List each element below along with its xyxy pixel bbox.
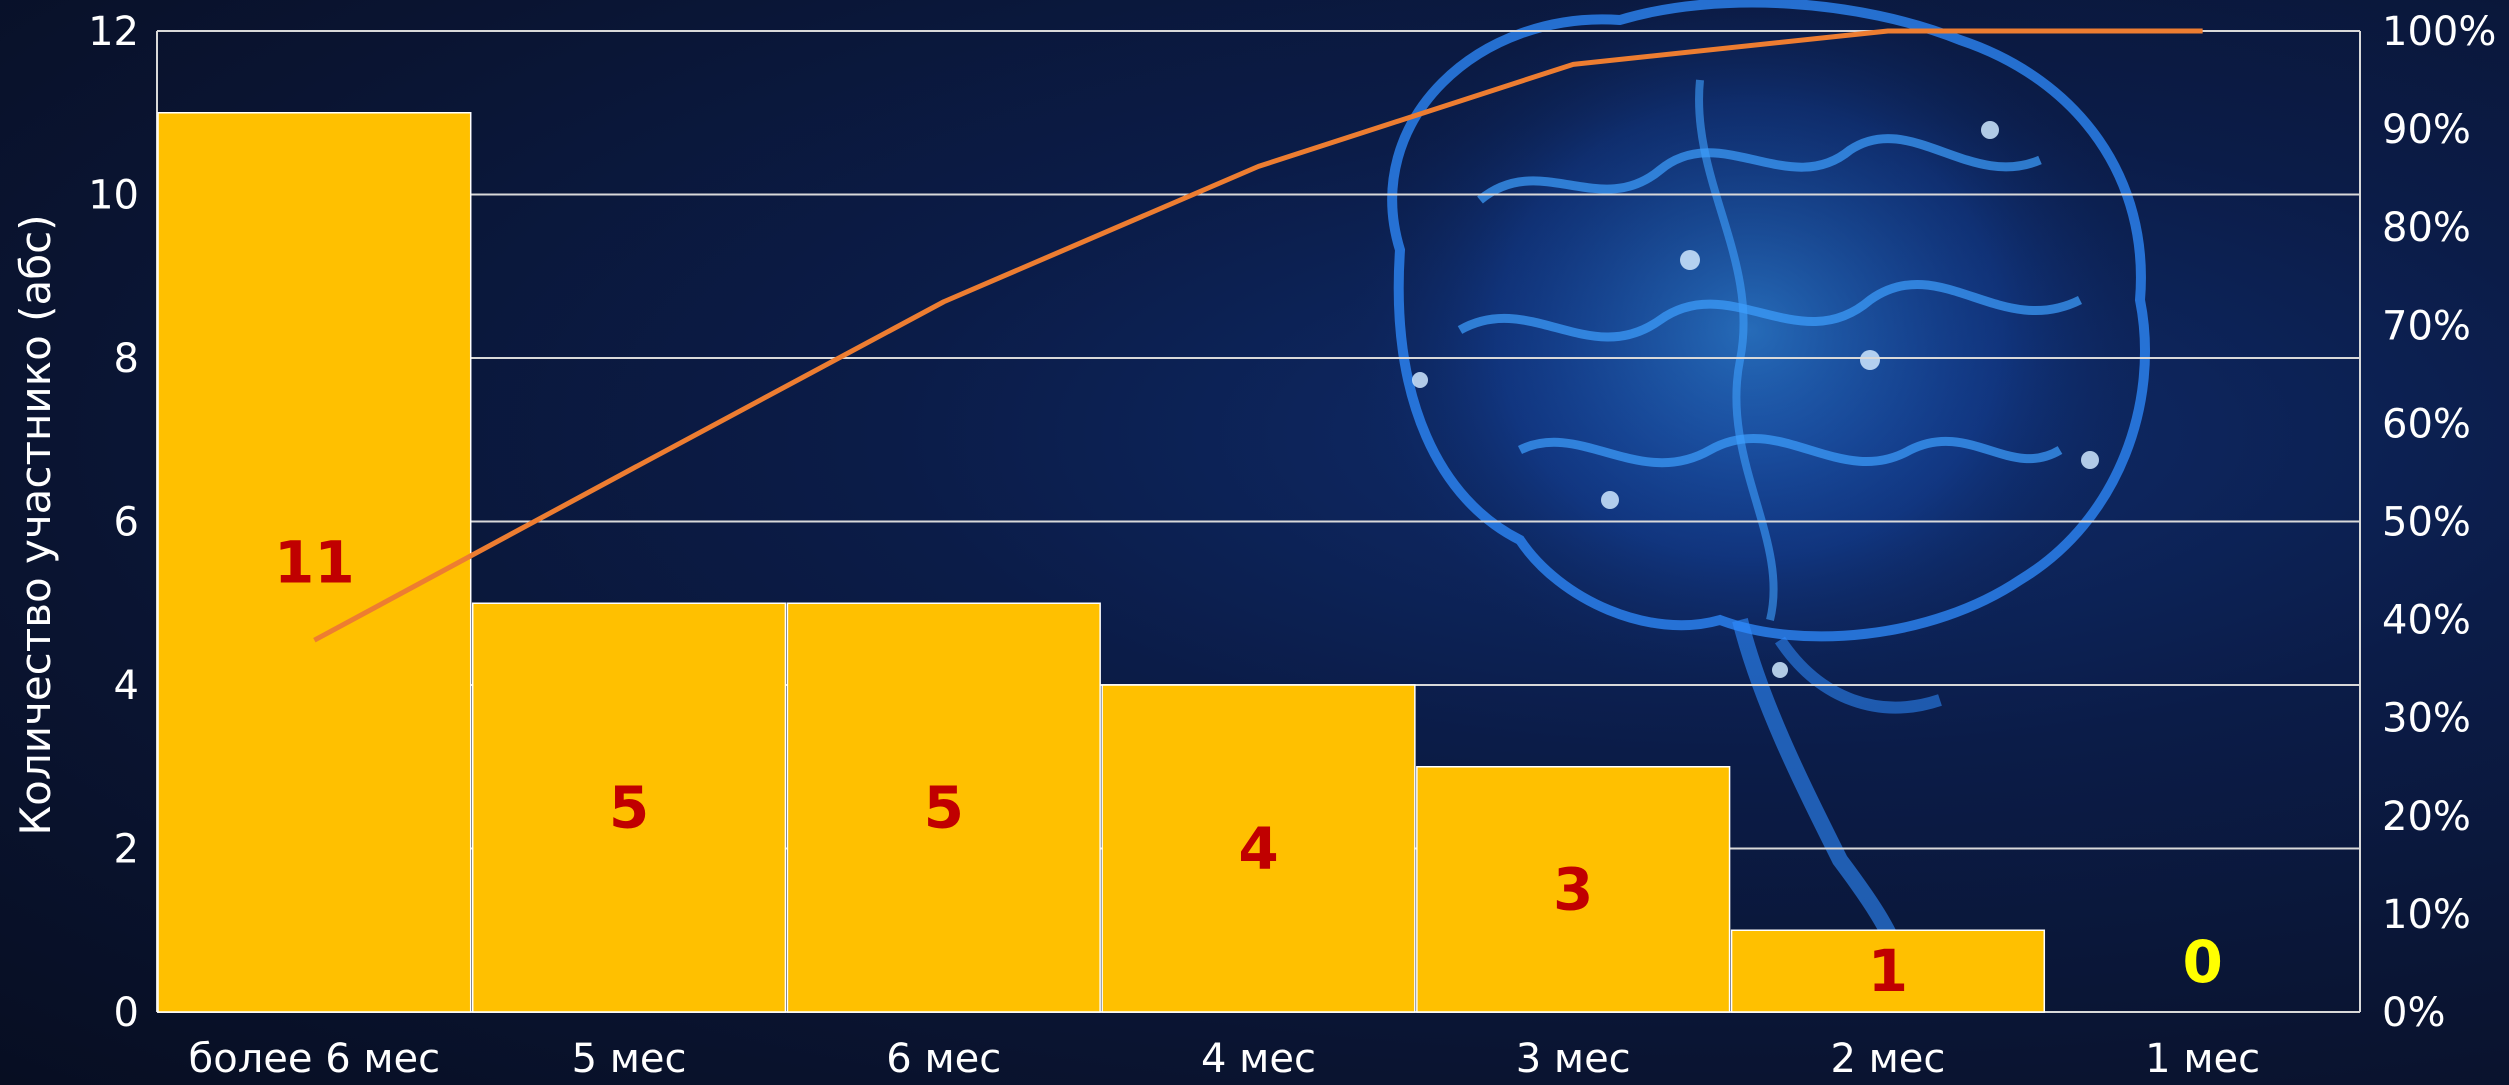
y-tick-label: 2 [114, 827, 139, 873]
bar-value-label: 4 [1238, 815, 1278, 883]
y-tick-label: 4 [114, 663, 139, 709]
category-labels: более 6 мес 5 мес 6 мес 4 мес 3 мес 2 мес 1 ме… [189, 1036, 2261, 1082]
bar-value-label: 11 [274, 528, 355, 596]
category-label: 3 мес [1516, 1036, 1631, 1082]
y2-tick-label: 80% [2382, 205, 2471, 251]
y2-tick-label: 60% [2382, 401, 2471, 447]
y-tick-label: 8 [114, 336, 139, 382]
category-label: 4 мес [1201, 1036, 1316, 1082]
y-tick-label: 12 [88, 9, 139, 55]
right-axis-ticks: 0% 10% 20% 30% 40% 50% 60% 70% 80% 90% 100% [2382, 9, 2496, 1036]
left-axis-ticks: 0 2 4 6 8 10 12 [88, 9, 139, 1036]
brain-illustration [1330, 0, 2170, 963]
cumulative-line [313, 28, 2203, 643]
y2-tick-label: 50% [2382, 500, 2471, 546]
y2-tick-label: 20% [2382, 794, 2471, 840]
y2-tick-label: 90% [2382, 107, 2471, 153]
bar [786, 602, 1101, 1013]
bars [157, 112, 2046, 1013]
bar [471, 602, 787, 1013]
y2-tick-label: 40% [2382, 598, 2471, 644]
y-tick-label: 6 [114, 500, 139, 546]
category-label: 5 мес [572, 1036, 687, 1082]
bar-value-label: 0 [2182, 928, 2222, 996]
bar-value-label: 5 [609, 774, 649, 842]
y2-tick-label: 10% [2382, 892, 2471, 938]
bar-value-label: 3 [1553, 855, 1593, 923]
y2-tick-label: 30% [2382, 696, 2471, 742]
category-label: более 6 мес [189, 1036, 441, 1082]
bar [1730, 929, 2046, 1013]
y2-tick-label: 100% [2382, 9, 2496, 55]
y-tick-label: 10 [88, 173, 139, 219]
category-label: 6 мес [886, 1036, 1001, 1082]
bar [1416, 766, 1731, 1013]
bar [157, 112, 472, 1013]
bar-data-labels: 11 5 5 4 3 1 0 [274, 528, 2223, 1005]
bar-value-label: 5 [924, 774, 964, 842]
y2-tick-label: 70% [2382, 303, 2471, 349]
y-axis-title: Количество участнико (абс) [11, 214, 60, 835]
bar [1101, 684, 1416, 1013]
y-tick-label: 0 [114, 990, 139, 1036]
category-label: 1 мес [2145, 1036, 2260, 1082]
category-label: 2 мес [1830, 1036, 1945, 1082]
y2-tick-label: 0% [2382, 990, 2445, 1036]
bar-value-label: 1 [1868, 937, 1908, 1005]
